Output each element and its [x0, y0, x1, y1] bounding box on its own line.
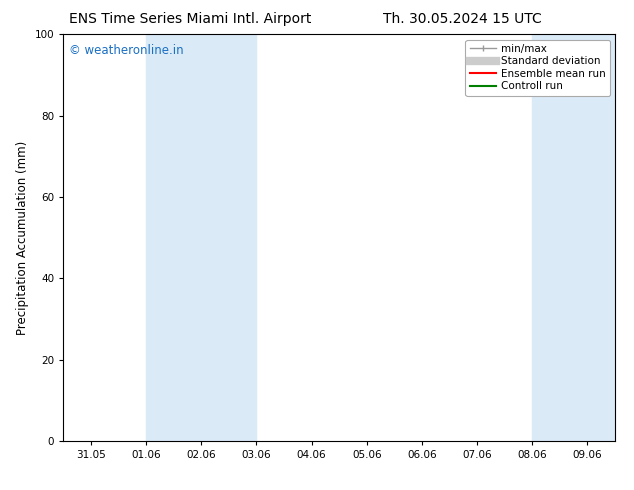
- Text: © weatheronline.in: © weatheronline.in: [69, 45, 183, 57]
- Bar: [588, 34, 634, 441]
- Text: ENS Time Series Miami Intl. Airport: ENS Time Series Miami Intl. Airport: [69, 12, 311, 26]
- Legend: min/max, Standard deviation, Ensemble mean run, Controll run: min/max, Standard deviation, Ensemble me…: [465, 40, 610, 96]
- Text: Th. 30.05.2024 15 UTC: Th. 30.05.2024 15 UTC: [384, 12, 542, 26]
- Bar: [202, 34, 256, 441]
- Bar: [146, 34, 202, 441]
- Y-axis label: Precipitation Accumulation (mm): Precipitation Accumulation (mm): [16, 141, 29, 335]
- Bar: [533, 34, 588, 441]
